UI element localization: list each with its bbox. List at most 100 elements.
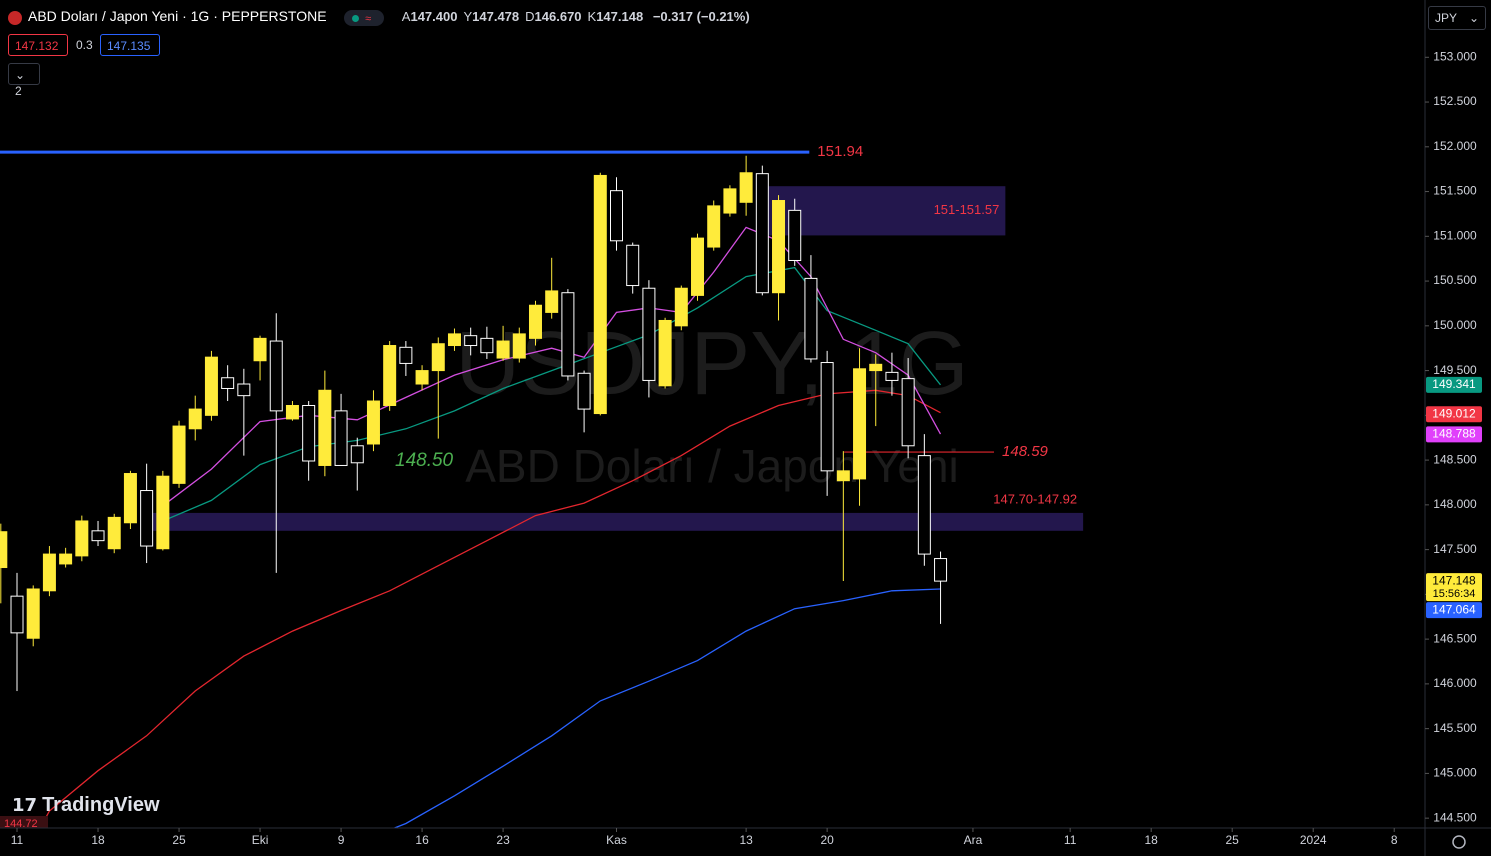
flag-icon (8, 10, 22, 25)
ohlc-key: Y (463, 9, 473, 24)
candle-body (285, 404, 299, 420)
candle-body (366, 400, 380, 445)
buy-price[interactable]: 147.135 (100, 34, 160, 56)
candle-body (626, 244, 640, 287)
candle-body (901, 378, 915, 447)
candle-body (869, 363, 883, 372)
candle-body (885, 371, 899, 381)
symbol-title[interactable]: ABD Doları / Japon Yeni · 1G · PEPPERSTO… (28, 8, 327, 24)
settings-icon[interactable] (1452, 835, 1466, 849)
candle-body (804, 277, 818, 360)
x-tick-label: Kas (606, 833, 627, 847)
zone (762, 186, 1006, 236)
candle-body (26, 588, 40, 639)
candle-body (691, 237, 705, 296)
candle-body (480, 337, 494, 354)
candle-body (350, 445, 364, 464)
price-label: 149.012 (1432, 406, 1476, 420)
x-tick-label: 11 (1064, 833, 1077, 847)
indicator-toggle[interactable]: ⌄ 2 (8, 63, 40, 98)
x-tick-label: 20 (820, 833, 834, 847)
y-tick-label: 147.500 (1433, 542, 1477, 556)
line-label: 148.59 (1002, 443, 1049, 460)
candle-body (156, 475, 170, 550)
sell-price[interactable]: 147.132 (8, 34, 68, 56)
price-label-box (1426, 573, 1482, 602)
y-tick-label: 150.500 (1433, 273, 1477, 287)
candle-body (755, 173, 769, 294)
candle-body (772, 200, 786, 294)
candle-body (172, 425, 186, 484)
candle-body (512, 333, 526, 359)
y-tick-label: 148.500 (1433, 452, 1477, 466)
currency-dropdown[interactable]: JPY ⌄ (1428, 6, 1486, 30)
candle-body (739, 172, 753, 203)
currency: JPY (1435, 11, 1458, 25)
candle-body (593, 174, 607, 415)
brand-logo: 𝟭𝟳 TradingView (12, 794, 160, 816)
price-label: 149.341 (1432, 377, 1476, 391)
spread: 0.3 (76, 38, 93, 52)
candle-body (10, 595, 24, 634)
moving-average (394, 588, 941, 828)
zone-label: 147.70-147.92 (993, 491, 1077, 506)
candle-body (123, 473, 137, 524)
candle-body (42, 553, 56, 592)
x-tick-label: 2024 (1300, 833, 1327, 847)
y-tick-label: 149.500 (1433, 363, 1477, 377)
candle-body (577, 372, 591, 410)
candle-body (561, 292, 575, 377)
x-tick-label: 13 (739, 833, 753, 847)
ohlc-key: A (401, 9, 411, 24)
price-label-box (1426, 376, 1482, 393)
y-tick-label: 145.500 (1433, 721, 1477, 735)
line-label: 151.94 (817, 143, 863, 160)
ohlc-values: A147.400 Y147.478 D146.670 K147.148 (396, 9, 643, 24)
x-tick-label: Eki (252, 833, 269, 847)
candle-body (237, 383, 251, 397)
price-label-box (1426, 426, 1482, 443)
price-label-box (1426, 406, 1482, 423)
candle-body (431, 343, 445, 372)
candle-body (642, 287, 656, 381)
axes: 144.500 145.000 145.500 146.000 146.500 147.0… (11, 49, 1482, 847)
candle-body (545, 290, 559, 313)
candle-body (399, 346, 413, 364)
candle-body (496, 340, 510, 359)
candle-body (447, 333, 461, 347)
y-tick-label: 151.500 (1433, 184, 1477, 198)
watermark: ABD Doları / Japon Yeni (465, 440, 959, 492)
annotation-box (0, 816, 48, 828)
price-label: 147.148 (1432, 573, 1476, 587)
candle-body (221, 377, 235, 389)
candle-body (140, 490, 154, 547)
candle-body (723, 188, 737, 214)
candle-body (302, 404, 316, 462)
x-tick-label: 16 (415, 833, 429, 847)
candle-body (934, 558, 948, 582)
candle-body (383, 345, 397, 406)
candle-body (853, 368, 867, 480)
x-tick-label: 25 (172, 833, 186, 847)
y-tick-label: 144.500 (1433, 810, 1477, 824)
ohlc-value: 147.148 (596, 9, 644, 24)
status-badge[interactable]: ≈ (344, 9, 385, 26)
candle-body (253, 337, 267, 362)
candle-body (820, 362, 834, 472)
candle-body (204, 356, 218, 416)
y-tick-label: 151.000 (1433, 228, 1477, 242)
ohlc-value: 147.400 (410, 9, 458, 24)
candle-body (188, 408, 202, 430)
zone (148, 512, 1084, 531)
x-tick-label: 23 (496, 833, 510, 847)
y-tick-label: 152.500 (1433, 94, 1477, 108)
x-tick-label: 8 (1391, 833, 1398, 847)
candle-body (707, 205, 721, 248)
candle-body (528, 304, 542, 339)
price-label-box (1426, 602, 1482, 619)
candle-body (415, 370, 429, 385)
